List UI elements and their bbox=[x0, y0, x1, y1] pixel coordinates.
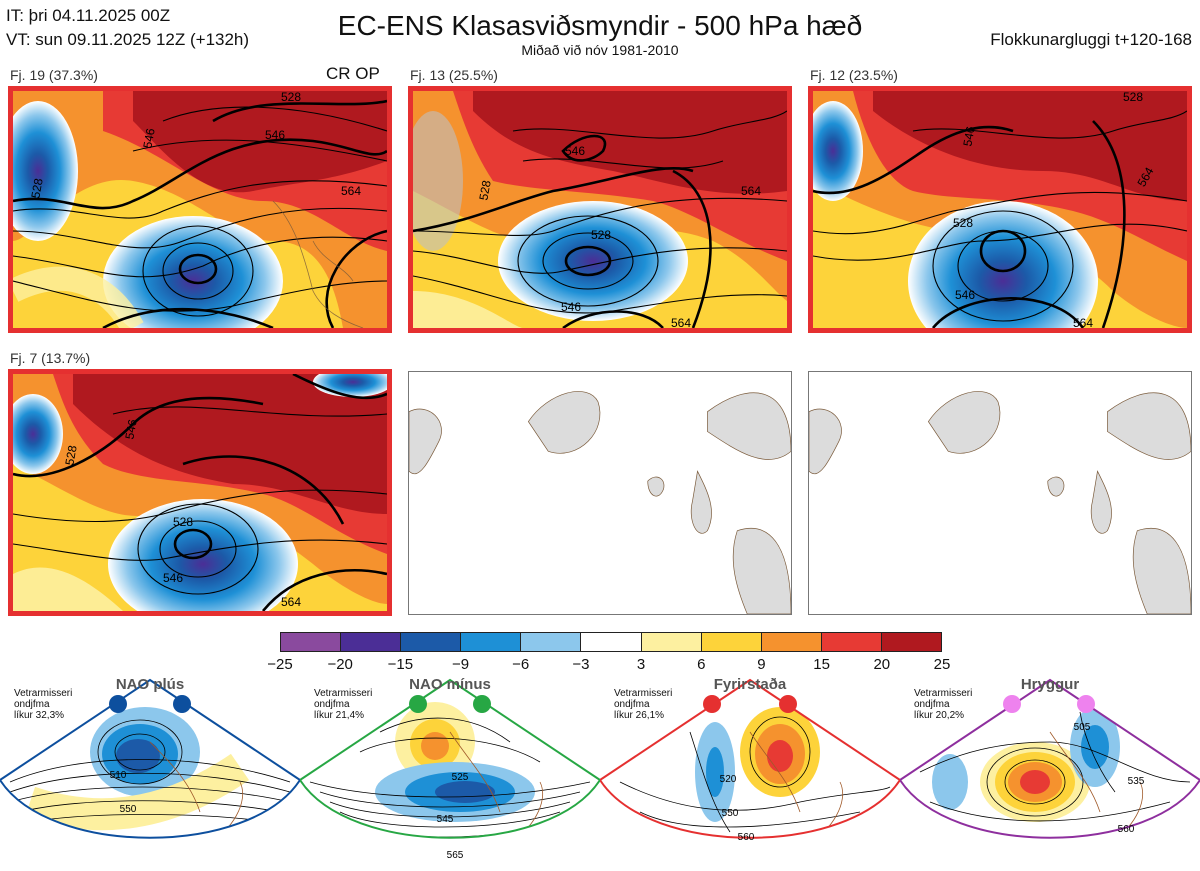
colorbar-tick-label: −15 bbox=[387, 656, 414, 673]
cluster-4-contour-label: 528 bbox=[173, 515, 193, 529]
cluster-map-2: 528 546 546 564 528 564 bbox=[408, 86, 792, 333]
colorbar-segment bbox=[701, 633, 762, 651]
cluster-3-contour-label: 528 bbox=[953, 216, 973, 230]
regime-contour-label: 550 bbox=[722, 808, 739, 819]
colorbar-tick-label: 15 bbox=[813, 656, 830, 673]
cluster-label-4: Fj. 7 (13.7%) bbox=[10, 350, 91, 366]
empty-map-panel bbox=[408, 371, 792, 615]
regime-contour-label: 560 bbox=[1118, 824, 1135, 835]
cluster-4-contour-label: 546 bbox=[163, 571, 183, 585]
regime-contour-label: 505 bbox=[1074, 722, 1091, 733]
colorbar-tick-label: 20 bbox=[873, 656, 891, 673]
cluster-tag-crop: CR OP bbox=[326, 64, 380, 83]
colorbar-tick-label: −9 bbox=[451, 656, 470, 673]
cluster-2-contour-label: 528 bbox=[476, 179, 493, 201]
cluster-4-contour-label: 546 bbox=[122, 418, 139, 440]
regime-nao-minus: 525 545 565 NAO mínus Vetrarmisseri ondj… bbox=[300, 672, 600, 871]
regime-contour-label: 525 bbox=[452, 772, 469, 783]
cluster-2-contour-label: 564 bbox=[671, 316, 691, 328]
colorbar-segment bbox=[581, 633, 642, 651]
regime-contour-label: 520 bbox=[720, 774, 737, 785]
cluster-2-contour-label: 564 bbox=[741, 184, 761, 198]
regime-contour-label: 510 bbox=[110, 770, 127, 781]
classification-window: Flokkunargluggi t+120-168 bbox=[990, 30, 1192, 49]
cluster-map-3: 528 546 546 564 528 564 bbox=[808, 86, 1192, 333]
colorbar-segment bbox=[761, 633, 822, 651]
colorbar-tick-label: 3 bbox=[636, 656, 646, 673]
empty-map-panel bbox=[808, 371, 1192, 615]
cluster-label-3: Fj. 12 (23.5%) bbox=[810, 67, 898, 83]
cluster-3-contour-label: 564 bbox=[1073, 316, 1093, 328]
cluster-2-contour-label: 528 bbox=[591, 228, 611, 242]
cluster-1-contour-label: 546 bbox=[265, 128, 285, 142]
colorbar-tick-label: −6 bbox=[512, 656, 530, 673]
cluster-label-2: Fj. 13 (25.5%) bbox=[410, 67, 498, 83]
colorbar-tick-label: 9 bbox=[757, 656, 766, 673]
regime-blocking: 520 550 560 Fyrirstaða Vetrarmisseri ond… bbox=[600, 672, 900, 871]
cluster-3-contour-label: 546 bbox=[960, 125, 977, 147]
regime-note: Vetrarmisseri ondjfma líkur 26,1% bbox=[614, 688, 673, 721]
cluster-2-contour-label: 546 bbox=[565, 144, 585, 158]
cluster-3-contour-label: 546 bbox=[955, 288, 975, 302]
regime-name: NAO mínus bbox=[409, 676, 491, 693]
cluster-1-contour-label: 546 bbox=[140, 127, 157, 149]
climatology-subtitle: Miðað við nóv 1981-2010 bbox=[521, 42, 679, 58]
colorbar-tick-label: 25 bbox=[933, 656, 951, 673]
colorbar-segment bbox=[401, 633, 462, 651]
cluster-4-contour-label: 528 bbox=[62, 444, 79, 466]
cluster-3-contour-label: 528 bbox=[1123, 91, 1143, 104]
regime-note: Vetrarmisseri ondjfma líkur 32,3% bbox=[14, 688, 73, 721]
cluster-1-contour-label: 528 bbox=[281, 91, 301, 104]
colorbar-segment bbox=[281, 633, 342, 651]
colorbar-segment bbox=[341, 633, 402, 651]
colorbar-segment bbox=[521, 633, 582, 651]
regime-contour-label: 535 bbox=[1128, 776, 1145, 787]
regime-nao-plus: 510 550 NAO plús Vetrarmisseri ondjfma l… bbox=[0, 672, 300, 871]
colorbar-segment bbox=[821, 633, 882, 651]
regime-name: Hryggur bbox=[1020, 676, 1080, 693]
initial-time: IT: þri 04.11.2025 00Z bbox=[6, 6, 171, 25]
colorbar-segment bbox=[461, 633, 522, 651]
colorbar-tick-label: 6 bbox=[697, 656, 706, 673]
valid-time: VT: sun 09.11.2025 12Z (+132h) bbox=[6, 30, 250, 49]
colorbar-tick-label: −3 bbox=[572, 656, 590, 673]
regime-ridge: 505 535 560 Hryggur Vetrarmisseri ondjfm… bbox=[900, 672, 1200, 871]
regime-note: Vetrarmisseri ondjfma líkur 20,2% bbox=[914, 688, 973, 721]
colorbar-tick-label: −20 bbox=[327, 656, 353, 673]
cluster-2-contour-label: 546 bbox=[561, 300, 581, 314]
regime-contour-label: 565 bbox=[447, 850, 464, 861]
cluster-map-1: 528 546 546 564 528 bbox=[8, 86, 392, 333]
colorbar-segment bbox=[641, 633, 702, 651]
cluster-map-4: 528 546 528 546 564 bbox=[8, 369, 392, 616]
regime-contour-label: 560 bbox=[738, 832, 755, 843]
colorbar-segment bbox=[881, 633, 942, 651]
regime-note: Vetrarmisseri ondjfma líkur 21,4% bbox=[314, 688, 373, 721]
colorbar-tick-label: −25 bbox=[267, 656, 293, 673]
cluster-1-contour-label: 564 bbox=[341, 184, 361, 198]
regime-name: Fyrirstaða bbox=[713, 676, 787, 693]
cluster-label-1: Fj. 19 (37.3%) bbox=[10, 67, 98, 83]
cluster-4-contour-label: 564 bbox=[281, 595, 301, 609]
regime-contour-label: 550 bbox=[120, 804, 137, 815]
page-title: EC-ENS Klasasviðsmyndir - 500 hPa hæð bbox=[337, 10, 863, 41]
cluster-1-contour-label: 528 bbox=[28, 177, 45, 199]
regime-name: NAO plús bbox=[115, 676, 185, 693]
regime-contour-label: 545 bbox=[437, 814, 454, 825]
anomaly-colorbar bbox=[280, 632, 942, 652]
